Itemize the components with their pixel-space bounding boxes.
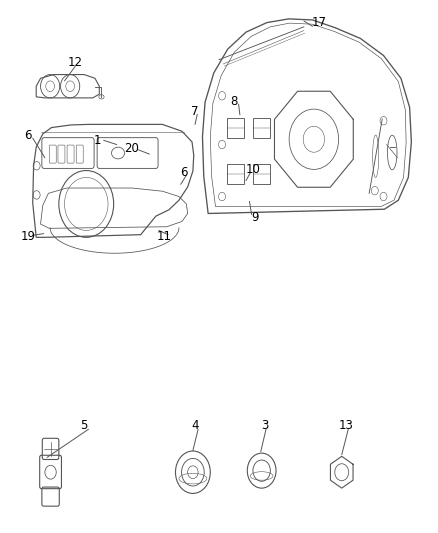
Bar [253, 164, 270, 184]
Text: 7: 7 [191, 104, 199, 118]
Text: 6: 6 [180, 166, 188, 179]
Text: 19: 19 [21, 230, 36, 243]
Text: 12: 12 [68, 56, 83, 69]
Text: 4: 4 [191, 419, 199, 432]
Text: 10: 10 [246, 164, 260, 176]
Bar [253, 117, 270, 138]
Text: 17: 17 [311, 16, 327, 29]
Text: 3: 3 [261, 419, 268, 432]
Text: 8: 8 [230, 94, 238, 108]
Text: 5: 5 [81, 419, 88, 432]
Text: 13: 13 [339, 419, 353, 432]
Bar [227, 117, 244, 138]
Text: 11: 11 [157, 230, 172, 243]
Text: 9: 9 [251, 211, 258, 224]
Text: 20: 20 [124, 142, 139, 155]
Bar [227, 164, 244, 184]
Text: 1: 1 [93, 134, 101, 147]
Text: 6: 6 [24, 128, 31, 141]
